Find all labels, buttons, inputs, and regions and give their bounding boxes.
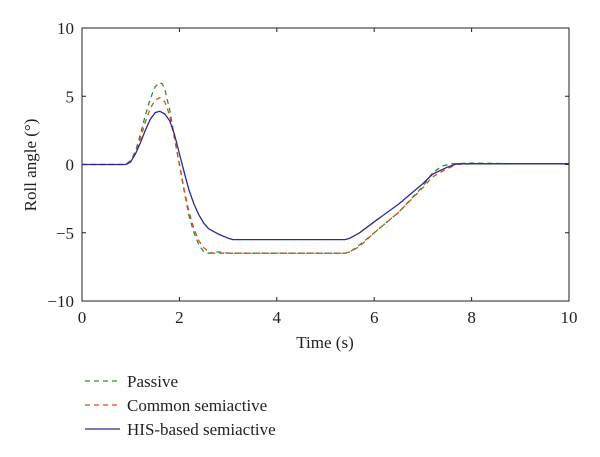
x-tick-label: 10 bbox=[561, 308, 578, 327]
tick-labels: 0 2 4 6 8 10 10 5 0 −5 −10 bbox=[47, 19, 577, 327]
plot-area bbox=[81, 27, 570, 302]
y-tick-label: 0 bbox=[66, 156, 75, 175]
y-tick-label: 10 bbox=[57, 19, 74, 38]
legend-label-his-based-semiactive: HIS-based semiactive bbox=[127, 420, 276, 439]
y-tick-label: −5 bbox=[56, 224, 74, 243]
legend: Passive Common semiactive HIS-based semiac… bbox=[85, 372, 276, 439]
x-tick-label: 0 bbox=[78, 308, 87, 327]
x-axis-label: Time (s) bbox=[296, 333, 353, 352]
x-tick-label: 8 bbox=[467, 308, 476, 327]
legend-label-passive: Passive bbox=[127, 372, 178, 391]
series-line-common-semiactive bbox=[82, 96, 569, 254]
x-tick-label: 4 bbox=[273, 308, 282, 327]
x-tick-label: 6 bbox=[370, 308, 379, 327]
series-line-passive bbox=[82, 81, 569, 254]
tick-marks bbox=[81, 27, 570, 302]
series-layer bbox=[82, 81, 569, 254]
y-tick-label: −10 bbox=[47, 292, 74, 311]
y-axis-label: Roll angle (°) bbox=[21, 119, 40, 212]
series-line-his-based-semiactive bbox=[82, 110, 569, 241]
y-tick-label: 5 bbox=[66, 87, 75, 106]
x-tick-label: 2 bbox=[175, 308, 184, 327]
legend-label-common-semiactive: Common semiactive bbox=[127, 396, 267, 415]
